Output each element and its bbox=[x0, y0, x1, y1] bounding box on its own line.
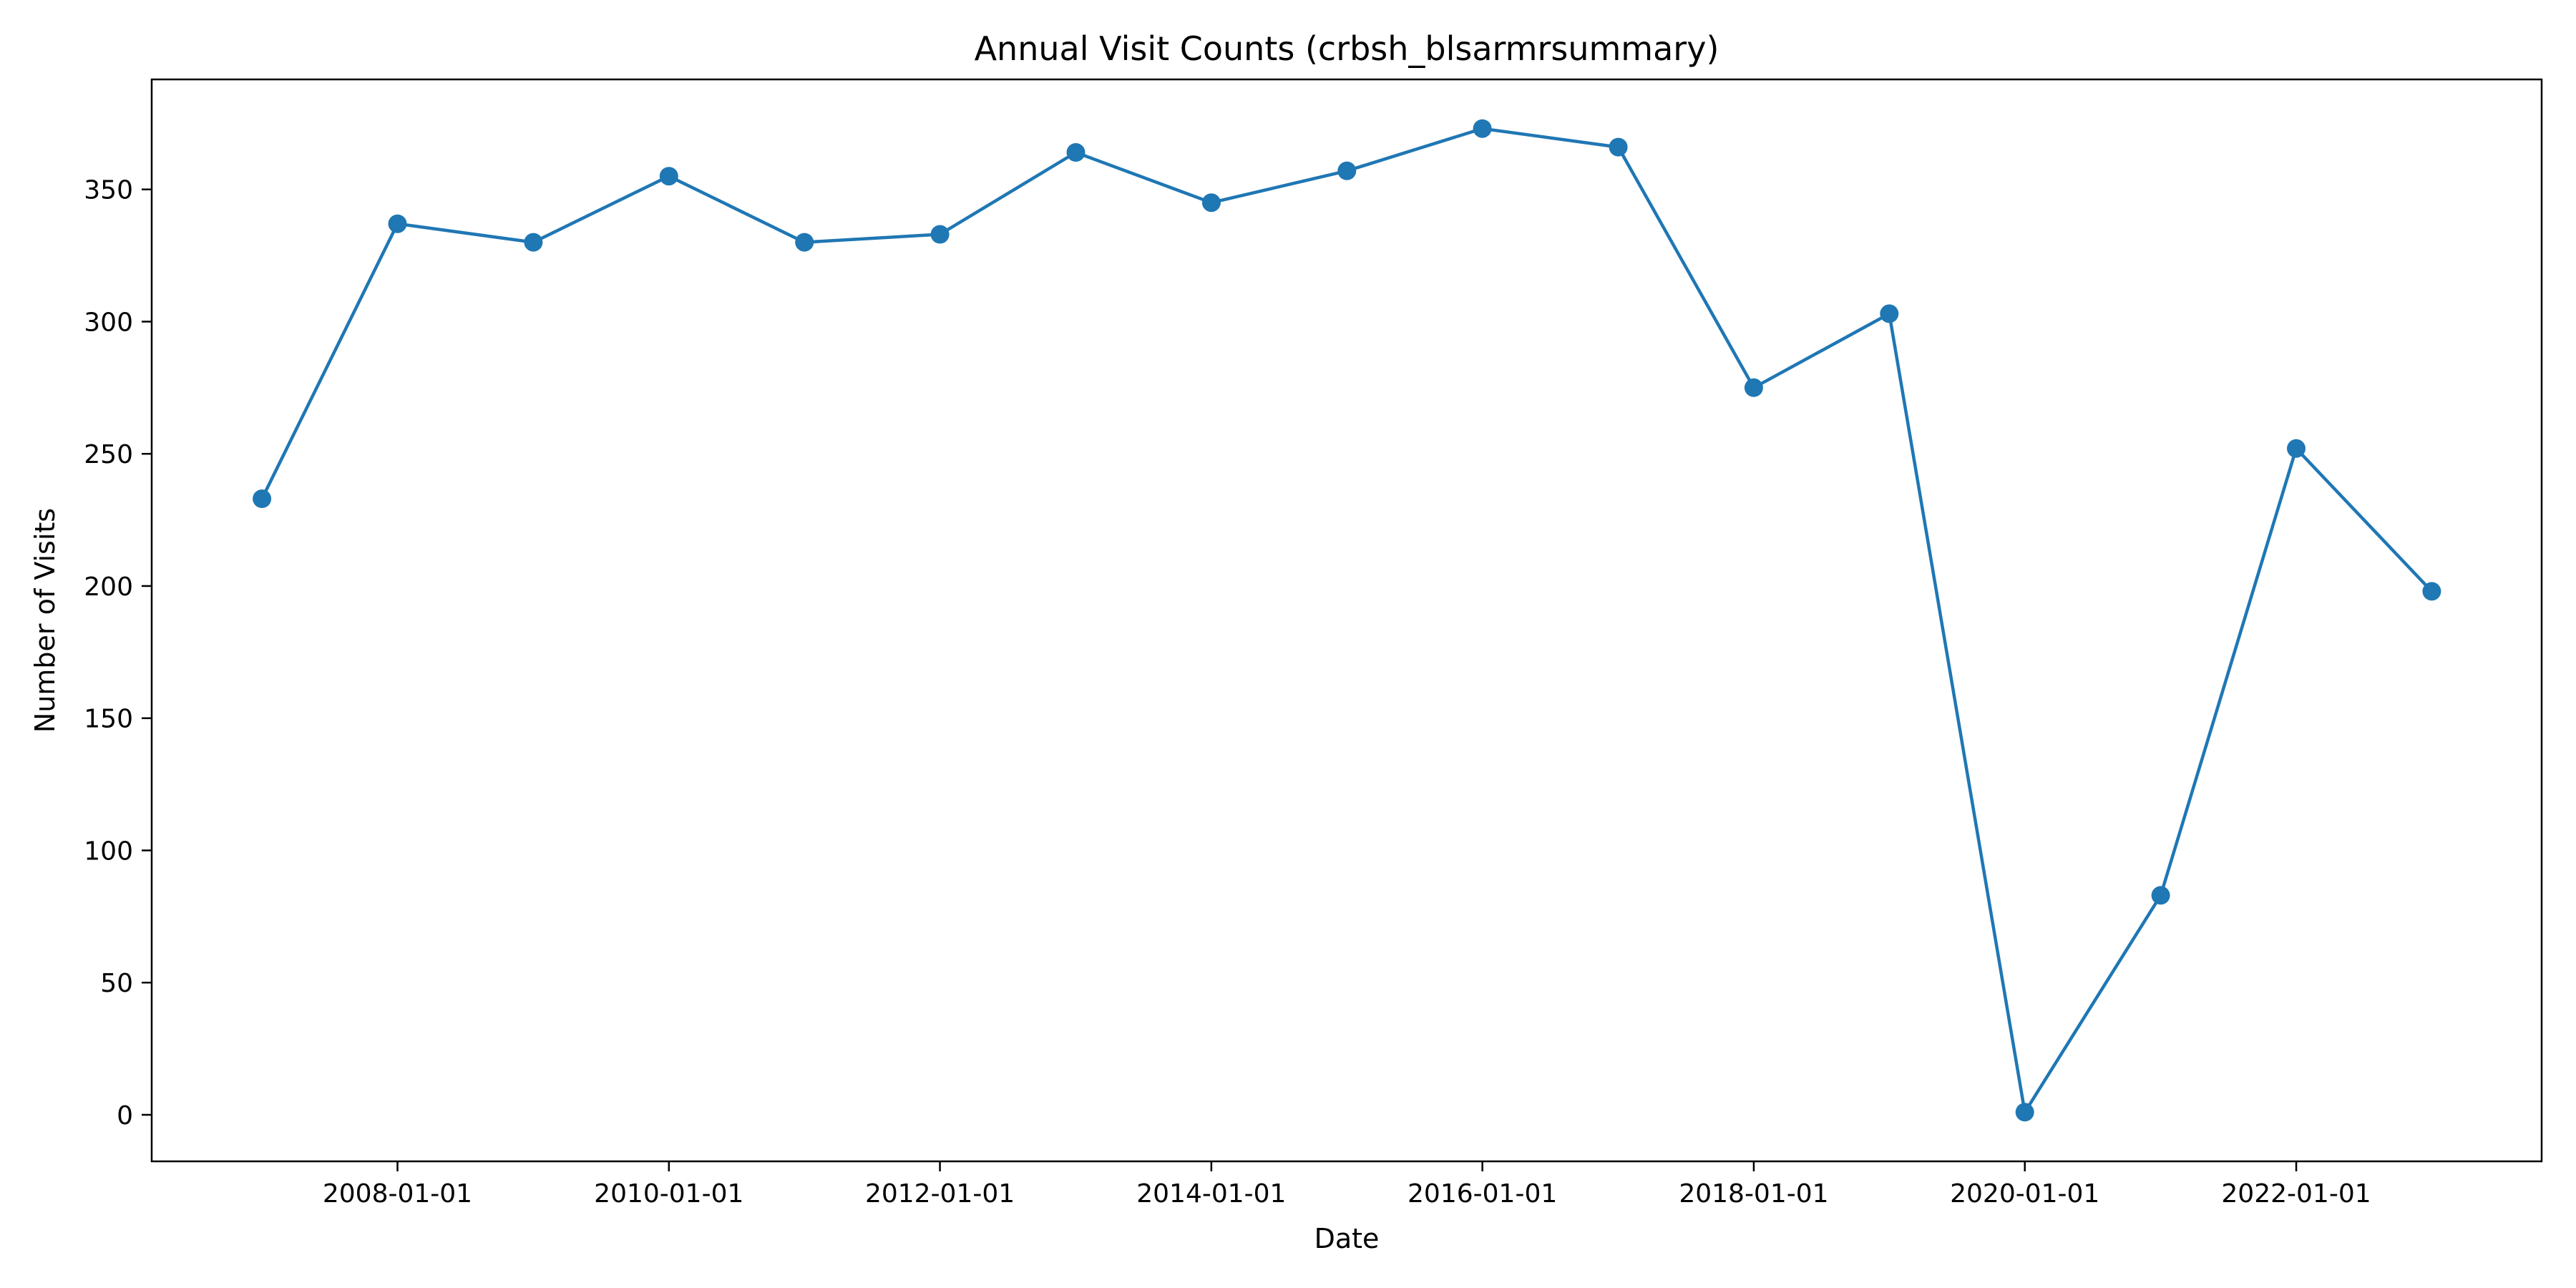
x-tick-label: 2010-01-01 bbox=[594, 1179, 743, 1209]
x-tick-label: 2016-01-01 bbox=[1407, 1179, 1557, 1209]
x-axis-label: Date bbox=[1314, 1223, 1380, 1254]
data-point bbox=[930, 225, 950, 244]
data-point bbox=[1201, 193, 1221, 213]
x-tick-label: 2012-01-01 bbox=[865, 1179, 1015, 1209]
data-point bbox=[1473, 119, 1492, 138]
y-tick-label: 50 bbox=[100, 969, 133, 998]
y-tick-label: 250 bbox=[84, 440, 133, 469]
y-axis-label: Number of Visits bbox=[29, 508, 61, 733]
data-point bbox=[524, 233, 543, 252]
data-point bbox=[2422, 582, 2441, 601]
y-tick-label: 100 bbox=[84, 836, 133, 866]
axes: 2008-01-01 2010-01-01 2012-01-01 2014-01-01… bbox=[84, 176, 2371, 1209]
data-point bbox=[659, 167, 678, 186]
plot-frame bbox=[150, 78, 2543, 1163]
data-point bbox=[1066, 143, 1085, 162]
y-tick-label: 200 bbox=[84, 572, 133, 602]
data-point bbox=[1609, 137, 1628, 157]
data-point bbox=[795, 233, 814, 252]
y-tick-label: 0 bbox=[117, 1101, 133, 1131]
data-point bbox=[2151, 886, 2170, 905]
x-tick-label: 2008-01-01 bbox=[323, 1179, 472, 1209]
x-tick-label: 2022-01-01 bbox=[2221, 1179, 2371, 1209]
y-tick-label: 300 bbox=[84, 308, 133, 337]
data-point bbox=[253, 489, 272, 508]
x-tick-label: 2018-01-01 bbox=[1679, 1179, 1828, 1209]
data-point bbox=[2015, 1103, 2034, 1122]
data-point bbox=[388, 214, 407, 233]
x-tick-label: 2020-01-01 bbox=[1950, 1179, 2099, 1209]
data-point bbox=[1337, 161, 1357, 180]
data-point bbox=[2287, 439, 2306, 458]
y-tick-label: 350 bbox=[84, 176, 133, 205]
series-layer bbox=[253, 119, 2441, 1122]
data-point bbox=[1744, 378, 1763, 397]
x-tick-label: 2014-01-01 bbox=[1136, 1179, 1286, 1209]
chart-title: Annual Visit Counts (crbsh_blsarmrsummar… bbox=[975, 29, 1719, 68]
y-tick-label: 150 bbox=[84, 705, 133, 734]
data-point bbox=[1880, 304, 1899, 323]
